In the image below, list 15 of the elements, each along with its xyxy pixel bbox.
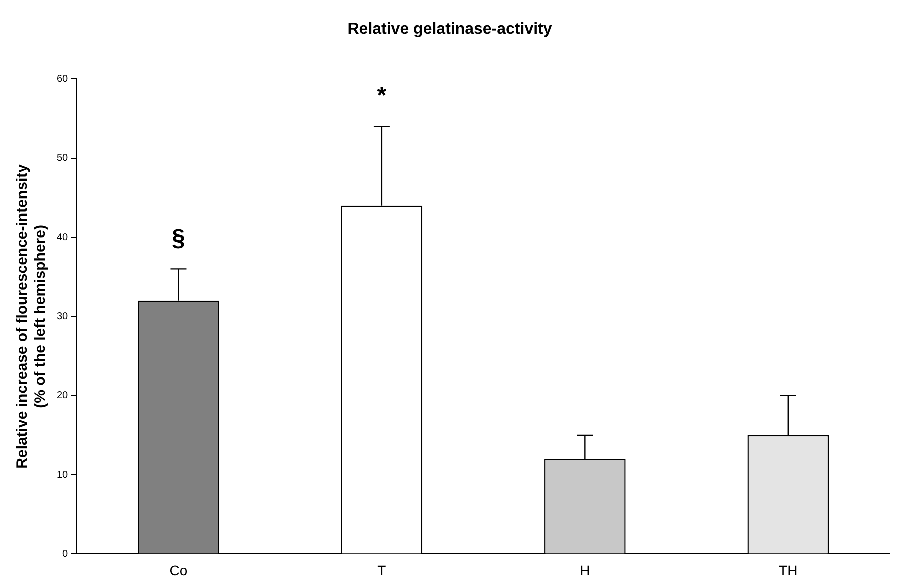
- y-tick-label: 0: [62, 548, 69, 560]
- x-tick-label: Co: [170, 562, 188, 578]
- y-tick-label: 30: [57, 311, 69, 322]
- y-axis-title: Relative increase of flourescence-intensity (% of the left hemisphere): [14, 164, 50, 469]
- y-tick-label: 50: [57, 153, 69, 164]
- chart-title: Relative gelatinase-activity: [348, 21, 552, 38]
- y-tick-label: 40: [57, 232, 69, 244]
- y-tick-label: 60: [57, 74, 69, 85]
- annotation: *: [377, 82, 388, 110]
- x-tick-label: T: [378, 562, 387, 578]
- y-tick-label: 20: [57, 390, 69, 402]
- y-tick-label: 10: [57, 470, 69, 481]
- x-tick-label: TH: [779, 562, 798, 578]
- annotation: §: [172, 224, 186, 252]
- x-tick-label: H: [580, 562, 590, 578]
